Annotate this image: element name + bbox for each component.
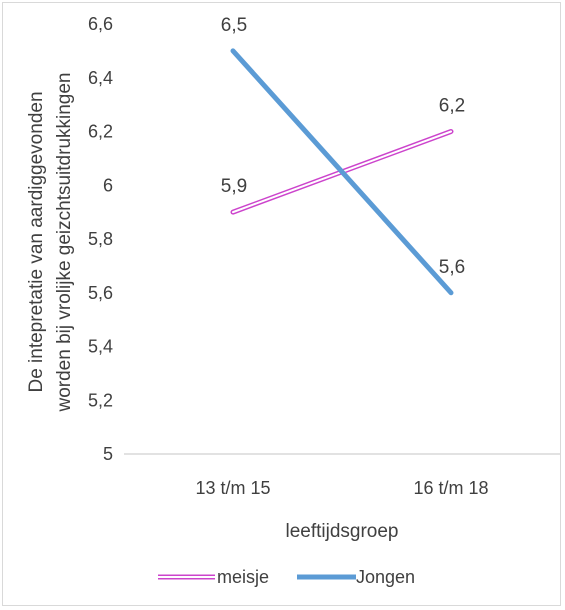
x-axis-title: leeftijdsgroep: [285, 521, 398, 542]
series-layer: [230, 48, 454, 296]
y-axis-ticks: 5 5,2 5,4 5,6 5,8 6 6,2 6,4 6,6: [88, 14, 113, 464]
legend: meisje Jongen: [158, 567, 415, 587]
x-tick-label: 13 t/m 15: [195, 478, 270, 498]
data-labels: 5,9 6,2 6,5 5,6: [221, 15, 465, 278]
data-label: 6,2: [439, 96, 465, 117]
data-label: 5,6: [439, 257, 465, 278]
legend-label-jongen: Jongen: [356, 567, 415, 587]
legend-item-jongen: Jongen: [297, 567, 415, 587]
x-tick-label: 16 t/m 18: [413, 478, 488, 498]
y-tick-label: 6,2: [88, 122, 113, 142]
y-tick-label: 5,8: [88, 229, 113, 249]
y-tick-label: 6: [103, 175, 113, 195]
x-axis-ticks: 13 t/m 15 16 t/m 18: [195, 478, 488, 498]
data-label: 6,5: [221, 15, 247, 36]
y-axis-title-line-2: worden bij vrolijke geizchtsuitdrukkinge…: [54, 72, 75, 412]
y-tick-label: 6,4: [88, 68, 113, 88]
legend-item-meisje: meisje: [158, 567, 269, 587]
legend-label-meisje: meisje: [217, 567, 269, 587]
y-axis-title-line-1: De intepretatie van aardiggevonden: [26, 91, 47, 392]
y-tick-label: 5,2: [88, 390, 113, 410]
y-tick-label: 5,6: [88, 283, 113, 303]
y-tick-label: 5,4: [88, 337, 113, 357]
data-label: 5,9: [221, 176, 247, 197]
y-tick-label: 6,6: [88, 14, 113, 34]
series-line-jongen: [230, 48, 454, 296]
y-tick-label: 5: [103, 444, 113, 464]
